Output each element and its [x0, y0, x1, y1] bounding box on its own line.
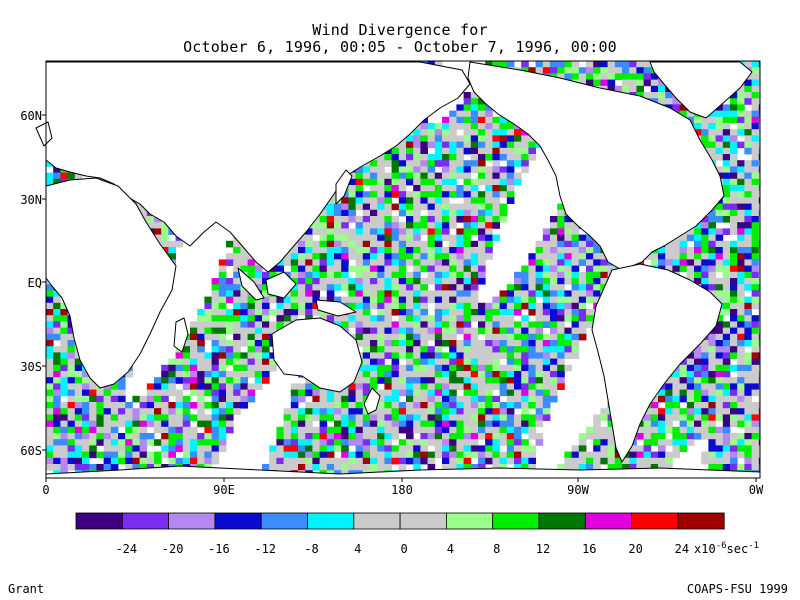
colorbar-tick-label: 24: [675, 542, 689, 556]
colorbar-swatch: [492, 512, 540, 530]
lon-label-90w: 90W: [567, 483, 589, 497]
colorbar-swatch: [168, 512, 216, 530]
axis-ticks: [42, 114, 757, 482]
colorbar-tick-label: -8: [304, 542, 318, 556]
colorbar-tick-label: 20: [628, 542, 642, 556]
colorbar-tick-label: -16: [208, 542, 230, 556]
new-guinea: [315, 299, 357, 317]
colorbar-tick-label: -24: [115, 542, 137, 556]
lat-label-30n: 30N: [20, 193, 42, 207]
lon-label-0w: 0W: [749, 483, 764, 497]
colorbar-swatch: [538, 512, 586, 530]
colorbar-swatch: [445, 512, 494, 530]
colorbar: [75, 512, 725, 530]
credit-left: Grant: [8, 582, 45, 596]
madagascar: [173, 317, 189, 353]
colorbar-swatch: [399, 512, 447, 530]
lon-label-0: 0: [42, 483, 49, 497]
greenland: [649, 61, 753, 119]
longitude-labels: 0 90E 180 90W 0W: [42, 483, 764, 497]
lat-label-eq: EQ: [28, 276, 42, 290]
colorbar-swatch: [307, 512, 355, 530]
colorbar-swatch: [75, 512, 123, 530]
new-zealand: [363, 387, 381, 415]
lat-label-30s: 30S: [20, 360, 42, 374]
colorbar-swatch: [353, 512, 401, 530]
colorbar-tick-label: 8: [493, 542, 500, 556]
credit-right: COAPS-FSU 1999: [686, 582, 788, 596]
unit-exponent: -6: [716, 541, 727, 551]
australia-landmass: [271, 317, 363, 393]
colorbar-swatch: [584, 512, 632, 530]
colorbar-tick-label: -20: [162, 542, 184, 556]
unit-prefix: x10: [694, 542, 716, 556]
colorbar-swatch: [260, 512, 308, 530]
colorbar-swatch: [121, 512, 170, 530]
continents: [35, 61, 761, 479]
lon-label-180: 180: [391, 483, 413, 497]
latitude-labels: 60N 30N EQ 30S 60S: [20, 109, 42, 458]
colorbar-unit: x10-6sec-1: [694, 541, 759, 556]
colorbar-tick-label: 16: [582, 542, 596, 556]
map-frame: [45, 60, 761, 479]
british-isles: [35, 121, 53, 147]
lat-label-60n: 60N: [20, 109, 42, 123]
map-title-line2: October 6, 1996, 00:05 - October 7, 1996…: [183, 38, 617, 56]
colorbar-tick-labels: -24 -20 -16 -12 -8 4 0 4 8 12 16 20 24: [115, 542, 689, 556]
colorbar-tick-label: 0: [400, 542, 407, 556]
colorbar-swatch: [214, 512, 262, 530]
colorbar-tick-label: 12: [536, 542, 550, 556]
colorbar-tick-label: 4: [447, 542, 454, 556]
map-title-line1: Wind Divergence for: [312, 21, 488, 39]
sumatra: [237, 267, 265, 301]
unit-suffix: sec: [727, 542, 749, 556]
eurasia-landmass: [45, 61, 471, 273]
africa-landmass: [45, 177, 177, 389]
lon-label-90e: 90E: [213, 483, 235, 497]
colorbar-tick-label: -12: [254, 542, 276, 556]
borneo: [265, 271, 297, 299]
colorbar-tick-label: 4: [354, 542, 361, 556]
japan: [335, 169, 353, 205]
unit-suffix-exponent: -1: [748, 541, 759, 551]
lat-label-60s: 60S: [20, 444, 42, 458]
colorbar-swatch: [677, 512, 725, 530]
colorbar-swatch: [631, 512, 679, 530]
south-america-landmass: [591, 263, 723, 463]
